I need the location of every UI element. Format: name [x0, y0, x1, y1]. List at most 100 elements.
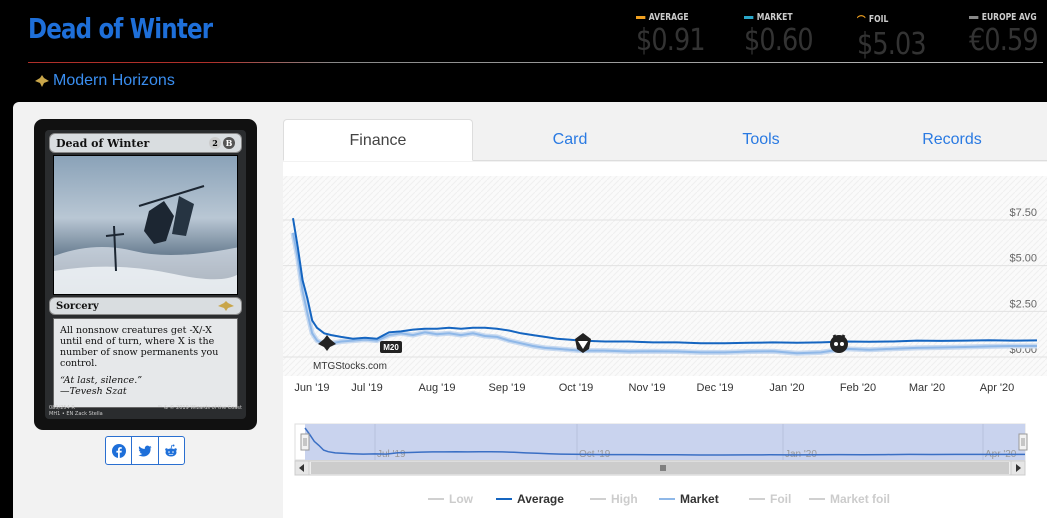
price-market: MARKET $0.60 [744, 12, 825, 58]
card-artwork [53, 155, 238, 295]
scroll-grip-icon [660, 465, 666, 471]
navigator-series [304, 427, 1025, 456]
card-image-type: Sorcery [56, 300, 99, 312]
eld-marker-icon [575, 333, 591, 353]
card-image-type-bar: Sorcery [49, 297, 242, 315]
twitter-icon [138, 445, 152, 456]
chevron-right-icon [1016, 464, 1021, 472]
card-image-textbox: All nonsnow creatures get -X/-X until en… [53, 318, 238, 408]
card-rules-text: All nonsnow creatures get -X/-X until en… [60, 325, 219, 369]
x-tick-label: Jun '19 [294, 382, 329, 394]
x-axis-ticks: Jun '19 Jul '19 Aug '19 Sep '19 Oct '19 Nov '… [294, 382, 1014, 394]
navigator-handle-left[interactable] [300, 433, 310, 451]
price-europe-label: EUROPE AVG [981, 12, 1037, 23]
facebook-share-button[interactable] [106, 437, 133, 464]
facebook-icon [111, 443, 126, 458]
legend-label[interactable]: High [611, 492, 638, 506]
legend-label[interactable]: Low [449, 492, 474, 506]
market-swatch [744, 16, 754, 19]
series-average[interactable] [292, 218, 1038, 345]
set-link[interactable]: Modern Horizons [34, 72, 175, 90]
svg-text:M20: M20 [383, 343, 399, 352]
price-chart: $0.00 $2.50 $5.00 $7.50 M20 MTGStocks.com J… [283, 162, 1047, 518]
foil-swatch-icon: ⌒ [857, 16, 866, 27]
card-image-name: Dead of Winter [56, 136, 150, 150]
mana-generic: 2 [209, 137, 221, 149]
event-markers: M20 [318, 333, 848, 353]
legend-label[interactable]: Market foil [830, 492, 890, 506]
tab-bar: Finance Card Tools Records [283, 119, 1047, 161]
series-lines [290, 218, 1038, 356]
price-chart-svg: $0.00$2.50$5.00$7.50 M20 MTGStocks.com J… [283, 176, 1047, 506]
mana-black: B [223, 137, 235, 149]
x-tick-label: Oct '19 [559, 382, 594, 394]
price-average: AVERAGE $0.91 [636, 12, 717, 58]
price-europe-value: €0.59 [969, 23, 1039, 58]
card-image-name-bar: Dead of Winter 2 B [49, 133, 242, 153]
x-tick-label: Jul '19 [351, 382, 382, 394]
navigator-handle-right[interactable] [1018, 433, 1028, 451]
modern-horizons-set-icon [35, 75, 49, 87]
x-tick-label: Sep '19 [489, 382, 526, 394]
chart-legend: Low Average High Market Foil Market foil [428, 492, 890, 506]
legend-label[interactable]: Average [517, 492, 564, 506]
average-swatch [636, 16, 646, 19]
x-tick-label: Apr '20 [980, 382, 1015, 394]
price-europe: EUROPE AVG €0.59 [969, 12, 1047, 58]
title-divider [28, 62, 1043, 63]
card-collector-info: 085/254 R [49, 405, 75, 411]
y-tick-label: $5.00 [1009, 253, 1037, 265]
card-title: Dead of Winter [28, 12, 213, 45]
scroll-thumb[interactable] [311, 462, 1009, 474]
series-market[interactable] [292, 232, 1037, 355]
tab-card[interactable]: Card [552, 131, 588, 148]
scrollbar[interactable] [294, 460, 1026, 476]
card-artist: Zack Stella [74, 411, 103, 417]
tab-records[interactable]: Records [922, 131, 982, 148]
legend-label[interactable]: Market [680, 492, 719, 506]
card-image: Dead of Winter 2 B Sorcery [34, 119, 257, 430]
legend-item-low[interactable]: Low [428, 492, 474, 506]
set-link-label[interactable]: Modern Horizons [53, 72, 175, 89]
x-tick-label: Nov '19 [629, 382, 666, 394]
y-tick-label: $7.50 [1009, 207, 1037, 219]
card-set-code: MH1 • EN [49, 411, 74, 417]
share-buttons [105, 436, 185, 465]
legend-item-average[interactable]: Average [496, 492, 564, 506]
card-image-footer: 085/254 R MH1 • EN Zack Stella ™ & © 2019… [49, 405, 242, 417]
price-average-value: $0.91 [636, 23, 706, 58]
x-tick-label: Dec '19 [697, 382, 734, 394]
legend-item-market-foil[interactable]: Market foil [809, 492, 890, 506]
thb-marker-icon [830, 334, 848, 353]
legend-label[interactable]: Foil [770, 492, 791, 506]
grid-lines [283, 219, 1047, 358]
twitter-share-button[interactable] [132, 437, 159, 464]
legend-item-high[interactable]: High [590, 492, 638, 506]
card-flavor-text: “At last, silence.” [60, 375, 143, 386]
reddit-share-button[interactable] [159, 437, 184, 464]
set-release-marker-icon [318, 335, 336, 351]
navigator[interactable]: Jul '19 Oct '19 Jan '20 Apr '20 [294, 423, 1028, 461]
chart-credit: MTGStocks.com [313, 361, 387, 372]
x-tick-label: Feb '20 [840, 382, 876, 394]
price-average-label: AVERAGE [648, 12, 689, 23]
card-flavor-attribution: —Tevesh Szat [60, 386, 127, 397]
x-tick-label: Jan '20 [769, 382, 804, 394]
price-foil-value: $5.03 [857, 27, 927, 62]
legend-item-market[interactable]: Market [659, 492, 719, 506]
chevron-left-icon [299, 464, 304, 472]
tab-tools[interactable]: Tools [742, 131, 780, 148]
x-tick-label: Aug '19 [419, 382, 456, 394]
europe-swatch [969, 16, 979, 19]
price-market-label: MARKET [756, 12, 793, 23]
y-tick-label: $2.50 [1009, 298, 1037, 310]
legend-item-foil[interactable]: Foil [749, 492, 791, 506]
x-tick-label: Mar '20 [909, 382, 945, 394]
navigator-tick-label: Jul '19 [377, 449, 406, 460]
card-copyright: ™ & © 2019 Wizards of the Coast [157, 405, 242, 411]
tab-finance[interactable]: Finance [283, 119, 473, 161]
m20-marker-icon: M20 [380, 341, 402, 353]
mana-cost: 2 B [209, 137, 235, 149]
price-foil: ⌒ FOIL $5.03 [857, 12, 938, 62]
price-market-value: $0.60 [744, 23, 814, 58]
